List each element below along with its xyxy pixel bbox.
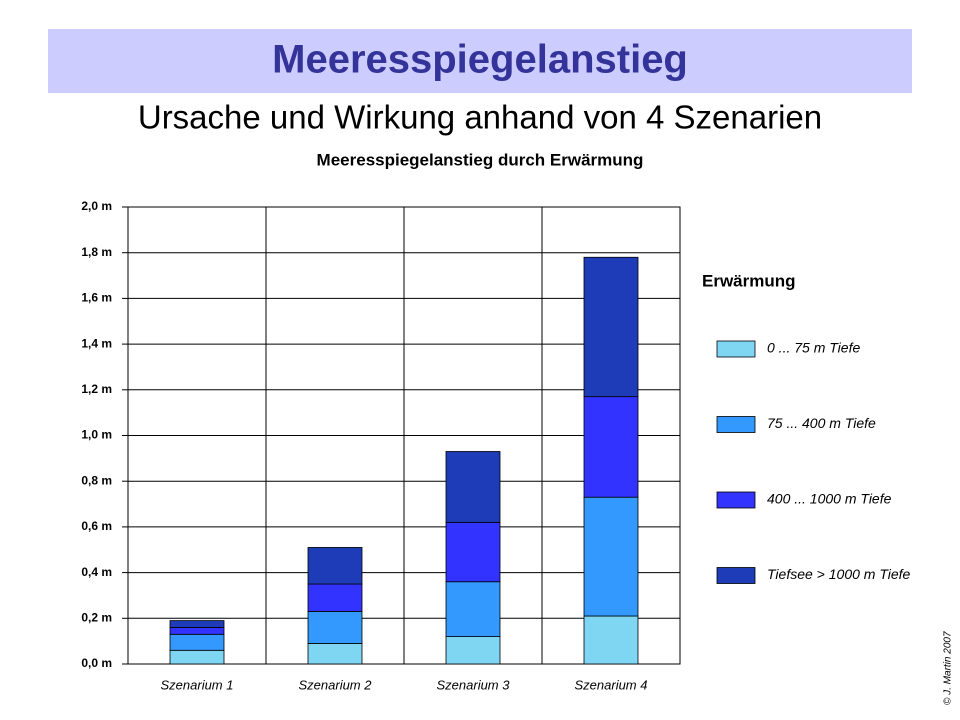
bar-segment <box>445 581 501 637</box>
y-tick-label: 1,4 m <box>81 336 112 350</box>
bar-segment <box>169 620 225 628</box>
bar-segment <box>169 627 225 635</box>
bar-segment <box>445 636 501 665</box>
y-tick-label: 0,0 m <box>81 656 112 670</box>
x-tick-label: Szenarium 2 <box>299 677 373 692</box>
y-tick-label: 0,8 m <box>81 473 112 487</box>
bar-segment <box>169 649 225 665</box>
y-tick-label: 1,8 m <box>81 245 112 259</box>
bar-segment <box>169 633 225 651</box>
bar-segment <box>307 583 363 612</box>
x-tick-label: Szenarium 1 <box>161 677 234 692</box>
slide-title: Meeresspiegelanstieg <box>272 38 688 82</box>
x-tick-label: Szenarium 3 <box>437 677 511 692</box>
bar-segment <box>445 451 501 523</box>
bar-segment <box>307 643 363 665</box>
plot-frame <box>127 206 681 665</box>
legend-swatch <box>716 567 756 584</box>
chart-title: Meeresspiegelanstieg durch Erwärmung <box>317 150 644 169</box>
bar-segment <box>307 611 363 644</box>
legend-label: Tiefsee > 1000 m Tiefe <box>767 566 911 582</box>
bar-segment <box>583 496 639 617</box>
legend-label: 75 ... 400 m Tiefe <box>767 415 876 431</box>
y-tick-label: 1,6 m <box>81 291 112 305</box>
x-tick-label: Szenarium 4 <box>575 677 648 692</box>
bar-segment <box>583 615 639 665</box>
y-tick-label: 0,6 m <box>81 519 112 533</box>
legend-label: 0 ... 75 m Tiefe <box>767 340 860 356</box>
bar-segment <box>583 396 639 498</box>
legend-swatch <box>716 416 756 433</box>
legend-label: 400 ... 1000 m Tiefe <box>767 491 892 507</box>
legend-title: Erwärmung <box>702 271 796 290</box>
y-tick-label: 2,0 m <box>81 199 112 213</box>
y-tick-label: 0,4 m <box>81 565 112 579</box>
legend-swatch <box>716 340 756 358</box>
bar-segment <box>445 521 501 583</box>
title-banner <box>48 29 912 93</box>
legend-swatch <box>716 491 756 509</box>
bar-segment <box>307 547 363 585</box>
bar-segment <box>583 256 639 398</box>
y-tick-label: 1,2 m <box>81 382 112 396</box>
copyright: © J. Martin 2007 <box>943 631 954 705</box>
y-tick-label: 1,0 m <box>81 428 112 442</box>
slide-subtitle: Ursache und Wirkung anhand von 4 Szenari… <box>138 99 822 136</box>
y-tick-label: 0,2 m <box>81 610 112 624</box>
